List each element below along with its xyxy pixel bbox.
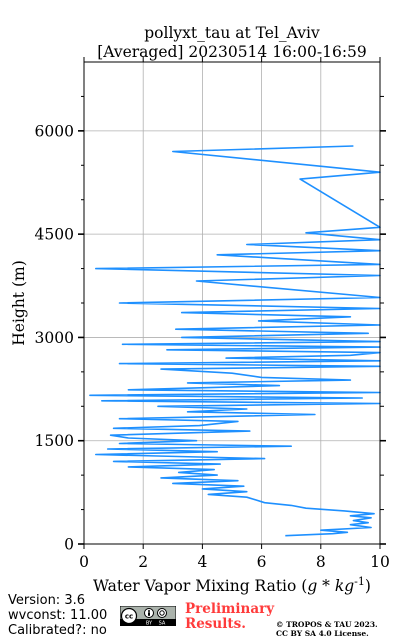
- y-tick-label: 6000: [35, 122, 74, 140]
- copyright-note: © TROPOS & TAU 2023. CC BY SA 4.0 Licens…: [276, 620, 378, 638]
- copyright-line2: CC BY SA 4.0 License.: [276, 629, 369, 638]
- grid-lines: [84, 62, 380, 544]
- y-tick-label: 4500: [35, 226, 74, 244]
- wvconst-text: wvconst: 11.00: [8, 608, 108, 623]
- x-axis-label-main: Water Vapor Mixing Ratio (: [93, 577, 307, 595]
- x-tick-label: 0: [79, 553, 89, 571]
- y-tick-label: 3000: [35, 329, 74, 347]
- preliminary-results-note: Preliminary Results.: [185, 602, 274, 632]
- chart-title-line2: [Averaged] 20230514 16:00-16:59: [97, 43, 367, 61]
- x-axis-label-exponent: -1: [354, 575, 365, 588]
- version-text: Version: 3.6: [8, 593, 85, 608]
- x-axis-label: Water Vapor Mixing Ratio (g * kg-1): [93, 575, 371, 595]
- by-icon-label: BY: [146, 621, 153, 627]
- y-axis-label: Height (m): [10, 260, 28, 346]
- x-tick-label: 6: [257, 553, 267, 571]
- plot-frame: [83, 61, 381, 545]
- x-tick-label: 2: [138, 553, 148, 571]
- cc-icon-label: cc: [125, 613, 133, 621]
- calibrated-text: Calibrated?: no: [8, 623, 107, 638]
- copyright-line1: © TROPOS & TAU 2023.: [276, 620, 378, 629]
- y-tick-label: 1500: [35, 432, 74, 450]
- x-axis-label-close: ): [365, 577, 371, 595]
- cc-by-sa-license-icon: cc BY SA: [120, 606, 176, 626]
- chart-title-line1: pollyxt_tau at Tel_Aviv: [144, 24, 320, 42]
- axis-ticks: 0 2 4 6 8 10 0 1500 3000 4500 6000: [35, 57, 390, 571]
- data-series: [89, 145, 381, 537]
- preliminary-line1: Preliminary: [185, 601, 275, 617]
- x-axis-label-units: g * kg: [307, 577, 354, 595]
- x-tick-label: 8: [316, 553, 326, 571]
- preliminary-line2: Results.: [185, 616, 246, 632]
- wv-profile-line: [89, 145, 381, 537]
- y-tick-label: 0: [64, 536, 74, 554]
- x-tick-label: 10: [370, 553, 390, 571]
- sa-icon-label: SA: [159, 621, 166, 627]
- x-tick-label: 4: [197, 553, 207, 571]
